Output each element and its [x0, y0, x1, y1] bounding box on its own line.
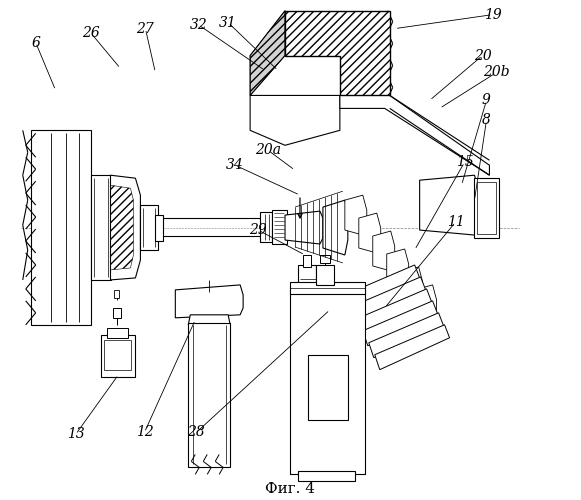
Text: 9: 9: [482, 94, 491, 108]
Text: 15: 15: [456, 155, 474, 169]
Polygon shape: [351, 277, 426, 322]
Bar: [475, 178, 500, 238]
Text: 8: 8: [482, 114, 491, 128]
Bar: [298, 472, 355, 482]
Polygon shape: [357, 289, 432, 334]
Text: 28: 28: [188, 426, 205, 440]
Text: 31: 31: [219, 16, 237, 30]
Text: 34: 34: [226, 158, 244, 172]
Bar: [113, 308, 121, 318]
Bar: [106, 328, 128, 338]
Text: 13: 13: [67, 428, 84, 442]
Bar: [316, 265, 334, 285]
Text: 12: 12: [135, 426, 153, 440]
Text: 26: 26: [82, 26, 99, 40]
Bar: [260, 212, 272, 242]
Polygon shape: [250, 96, 340, 146]
Bar: [432, 188, 461, 218]
Text: 20: 20: [474, 48, 492, 62]
Text: 19: 19: [483, 8, 501, 22]
Bar: [308, 354, 348, 420]
Bar: [188, 323, 230, 468]
Bar: [272, 210, 287, 244]
Bar: [155, 215, 163, 241]
Polygon shape: [375, 325, 450, 370]
Polygon shape: [369, 313, 443, 358]
Polygon shape: [345, 265, 419, 310]
Text: 29: 29: [249, 223, 267, 237]
Text: Фиг. 4: Фиг. 4: [265, 482, 315, 496]
Bar: [320, 255, 330, 263]
Polygon shape: [419, 175, 478, 235]
Polygon shape: [188, 315, 230, 325]
Text: 27: 27: [137, 22, 155, 36]
Polygon shape: [387, 249, 408, 289]
Bar: [290, 282, 365, 294]
Bar: [31, 130, 91, 325]
Text: 20b: 20b: [483, 66, 510, 80]
Bar: [114, 290, 120, 298]
Polygon shape: [250, 10, 285, 96]
Bar: [478, 182, 496, 234]
Text: 6: 6: [31, 36, 40, 50]
Bar: [103, 340, 131, 370]
Bar: [290, 290, 365, 474]
Polygon shape: [345, 195, 367, 235]
Polygon shape: [285, 211, 323, 244]
Text: 11: 11: [447, 215, 464, 229]
Polygon shape: [363, 301, 437, 346]
Bar: [91, 175, 110, 280]
Polygon shape: [429, 180, 468, 225]
Polygon shape: [323, 200, 348, 255]
Bar: [159, 218, 323, 236]
Bar: [141, 205, 159, 250]
Polygon shape: [401, 267, 422, 307]
Bar: [298, 265, 316, 293]
Polygon shape: [110, 175, 141, 280]
Polygon shape: [285, 10, 390, 96]
Text: 20a: 20a: [255, 144, 281, 158]
Polygon shape: [415, 285, 436, 325]
Bar: [303, 255, 311, 267]
Polygon shape: [373, 231, 394, 271]
Polygon shape: [175, 285, 243, 318]
Bar: [101, 335, 135, 376]
Polygon shape: [359, 213, 381, 253]
Text: 32: 32: [189, 18, 207, 32]
Polygon shape: [340, 96, 489, 175]
